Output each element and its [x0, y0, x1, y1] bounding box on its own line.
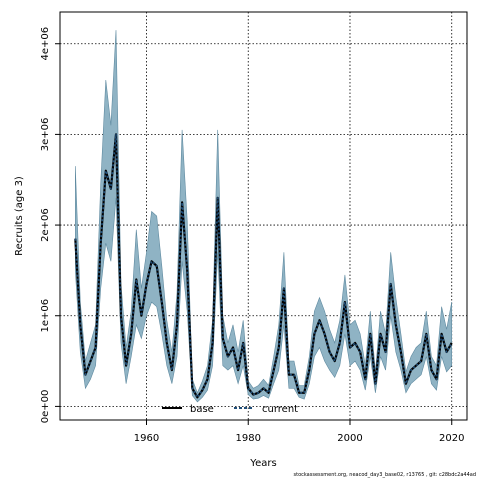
y-tick-label: 2e+06	[40, 208, 51, 242]
x-tick-label: 1980	[236, 433, 261, 444]
x-tick-label: 2000	[337, 433, 362, 444]
y-tick-label: 4e+06	[40, 27, 51, 61]
series-lines-layer	[74, 133, 453, 399]
series-line-current	[74, 133, 453, 399]
confidence-band-layer	[75, 30, 452, 403]
series-line-base	[74, 133, 453, 399]
legend-label-base: base	[190, 404, 214, 415]
y-tick-label: 0e+00	[40, 390, 51, 424]
grid-lines	[60, 12, 467, 420]
footer-credit: stockassessment.org, neacod_day3_base02,…	[293, 472, 477, 478]
x-axis-title: Years	[249, 458, 276, 469]
plot-frame	[59, 11, 468, 421]
legend-label-current: current	[262, 404, 298, 415]
y-axis-title: Recruits (age 3)	[14, 176, 25, 256]
x-axis: 1960 1980 2000 2020	[134, 420, 464, 444]
legend: base current	[162, 404, 298, 415]
y-tick-label: 3e+06	[40, 118, 51, 152]
x-tick-label: 2020	[439, 433, 464, 444]
y-axis: 0e+00 1e+06 2e+06 3e+06 4e+06	[40, 27, 60, 423]
confidence-band	[75, 30, 452, 403]
y-tick-label: 1e+06	[40, 299, 51, 333]
x-tick-label: 1960	[134, 433, 159, 444]
